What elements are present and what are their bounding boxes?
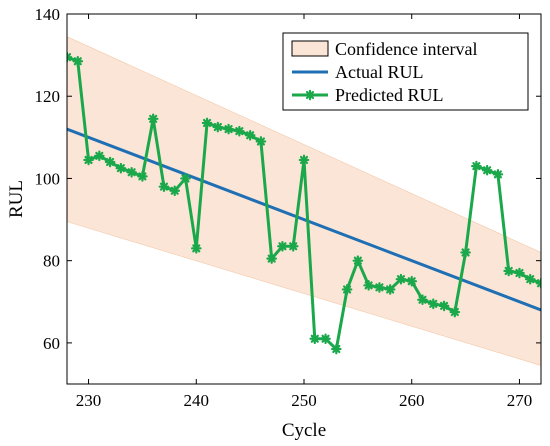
predicted-point	[331, 343, 342, 355]
predicted-point	[320, 333, 331, 345]
predicted-point	[94, 150, 105, 162]
predicted-point	[438, 300, 450, 312]
predicted-point	[158, 181, 170, 192]
predicted-point	[492, 169, 504, 180]
x-tick-label: 270	[507, 391, 533, 410]
x-axis-label: Cycle	[282, 420, 326, 441]
predicted-point	[244, 129, 256, 141]
predicted-point	[72, 55, 84, 67]
legend-ci-label: Confidence interval	[335, 39, 477, 59]
predicted-point	[212, 121, 224, 133]
x-tick-label: 240	[184, 391, 210, 410]
predicted-point	[471, 160, 482, 172]
predicted-point	[524, 273, 536, 285]
predicted-point	[460, 247, 471, 258]
predicted-point	[384, 284, 396, 295]
predicted-point	[417, 294, 428, 306]
predicted-point	[298, 154, 310, 166]
y-tick-label: 60	[43, 334, 60, 353]
predicted-point	[363, 280, 374, 291]
y-tick-label: 80	[43, 252, 60, 271]
legend-predicted-marker	[304, 89, 316, 101]
predicted-point	[169, 185, 181, 197]
predicted-point	[481, 164, 493, 176]
legend-actual-label: Actual RUL	[335, 62, 423, 82]
predicted-point	[277, 240, 288, 252]
predicted-point	[341, 284, 353, 295]
predicted-point	[395, 273, 407, 285]
predicted-point	[309, 333, 321, 345]
predicted-point	[83, 154, 94, 166]
plot-area	[67, 36, 541, 366]
predicted-point	[223, 123, 234, 135]
x-tick-label: 230	[76, 391, 102, 410]
legend-predicted-label: Predicted RUL	[335, 85, 443, 105]
confidence-band	[67, 36, 541, 366]
y-tick-label: 120	[35, 87, 61, 106]
predicted-point	[147, 113, 159, 125]
legend: Confidence interval Actual RUL Predicted…	[282, 32, 529, 111]
predicted-point	[115, 162, 127, 174]
predicted-point	[374, 282, 385, 293]
predicted-point	[266, 253, 277, 264]
predicted-point	[137, 171, 148, 182]
predicted-point	[201, 117, 213, 129]
predicted-point	[287, 240, 299, 252]
y-axis-label: RUL	[6, 180, 27, 218]
y-tick-label: 140	[35, 5, 61, 24]
predicted-point	[180, 173, 191, 184]
predicted-point	[449, 306, 461, 318]
x-tick-label: 260	[399, 391, 425, 410]
predicted-point	[535, 277, 541, 289]
y-tick-label: 100	[35, 169, 61, 188]
legend-ci-swatch	[291, 40, 329, 57]
predicted-point	[352, 255, 364, 266]
predicted-point	[190, 243, 202, 254]
predicted-point	[427, 298, 439, 310]
predicted-point	[67, 51, 73, 63]
predicted-point	[126, 166, 137, 178]
legend-marker-star	[304, 89, 316, 101]
predicted-point	[406, 275, 418, 287]
predicted-point	[104, 156, 116, 168]
predicted-point	[234, 125, 245, 137]
predicted-point	[503, 265, 514, 277]
x-tick-label: 250	[291, 391, 317, 410]
predicted-point	[255, 136, 267, 147]
predicted-point	[514, 267, 525, 279]
axis-ticks: 230 240 250 260 270 60 80 100 120 140	[35, 5, 541, 410]
